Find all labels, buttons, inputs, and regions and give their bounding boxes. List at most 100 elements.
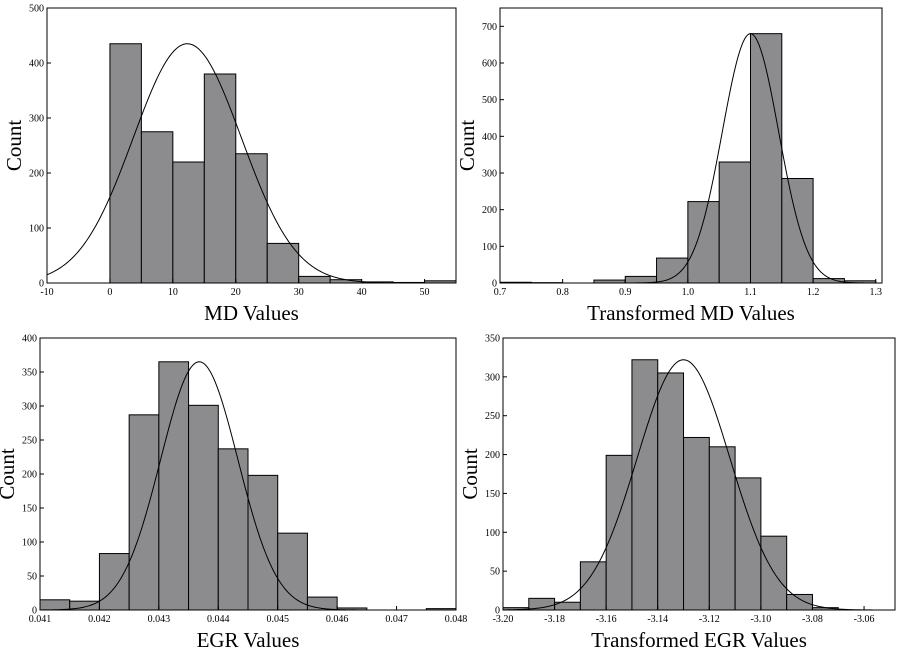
x-tick-label: 0.7 xyxy=(494,287,507,298)
y-tick-label: 350 xyxy=(22,368,37,379)
y-tick-label: 100 xyxy=(29,224,44,235)
y-tick-label: 100 xyxy=(482,242,497,253)
bar xyxy=(172,161,205,283)
x-tick-label: -10 xyxy=(40,287,53,298)
x-tick-label: 40 xyxy=(357,287,367,298)
plot-frame xyxy=(499,7,883,284)
y-tick-label: 50 xyxy=(27,572,37,583)
bar xyxy=(718,161,751,283)
y-tick-label: 100 xyxy=(22,538,37,549)
bar xyxy=(40,599,71,610)
y-tick-label: 100 xyxy=(485,528,500,539)
x-tick-label: -3.10 xyxy=(750,614,771,625)
bar xyxy=(235,153,268,283)
x-tick-label: 0 xyxy=(107,287,112,298)
x-tick-label: 0.8 xyxy=(556,287,569,298)
x-axis-label: Transformed MD Values xyxy=(587,301,795,325)
x-tick-label: 0.048 xyxy=(445,614,468,625)
y-tick-label: 250 xyxy=(485,411,500,422)
x-tick-label: 1.2 xyxy=(807,287,820,298)
x-tick-label: -3.06 xyxy=(854,614,875,625)
bar xyxy=(683,436,710,610)
bar xyxy=(98,553,130,610)
y-axis-label: Count xyxy=(0,448,19,500)
bar xyxy=(657,372,685,610)
bar xyxy=(605,454,633,610)
y-axis-label: Count xyxy=(2,120,26,172)
y-tick-label: 400 xyxy=(22,334,37,345)
y-axis-label: Count xyxy=(458,448,482,500)
fit-curve xyxy=(503,359,895,610)
bar xyxy=(579,561,607,610)
x-tick-label: -3.12 xyxy=(699,614,720,625)
bar xyxy=(217,448,249,610)
x-tick-label: 1.3 xyxy=(869,287,882,298)
y-axis-label: Count xyxy=(455,120,479,172)
x-tick-label: 0.046 xyxy=(326,614,349,625)
bar xyxy=(188,404,219,610)
bar xyxy=(781,178,814,283)
y-tick-label: 700 xyxy=(482,22,497,33)
y-tick-label: 0 xyxy=(39,279,44,290)
y-tick-label: 0 xyxy=(495,606,500,617)
x-tick-label: 1.1 xyxy=(744,287,757,298)
x-tick-label: 0.047 xyxy=(385,614,408,625)
y-tick-label: 200 xyxy=(482,205,497,216)
y-tick-label: 300 xyxy=(485,372,500,383)
bar xyxy=(734,477,762,610)
bar xyxy=(158,361,190,610)
bar xyxy=(631,359,659,610)
x-tick-label: -3.20 xyxy=(493,614,514,625)
bar xyxy=(109,43,142,283)
bar xyxy=(128,414,160,610)
bar xyxy=(203,73,237,283)
y-tick-label: 0 xyxy=(32,606,37,617)
x-tick-label: 0.045 xyxy=(266,614,289,625)
bar xyxy=(277,532,308,610)
x-tick-label: 50 xyxy=(420,287,430,298)
bar xyxy=(812,278,845,283)
bar xyxy=(247,474,279,610)
x-axis-label: EGR Values xyxy=(197,628,300,652)
y-tick-label: 400 xyxy=(29,59,44,70)
y-tick-label: 0 xyxy=(492,279,497,290)
x-tick-label: 0.9 xyxy=(619,287,632,298)
x-tick-label: 0.041 xyxy=(29,614,52,625)
bar xyxy=(708,446,736,610)
y-tick-label: 50 xyxy=(490,567,500,578)
y-tick-label: 400 xyxy=(482,132,497,143)
bar xyxy=(749,33,783,283)
y-tick-label: 250 xyxy=(22,436,37,447)
bar xyxy=(140,131,174,283)
x-axis-label: MD Values xyxy=(204,301,299,325)
x-tick-label: 10 xyxy=(168,287,178,298)
y-tick-label: 300 xyxy=(482,169,497,180)
fit-curve xyxy=(500,33,882,283)
bar xyxy=(687,201,720,283)
y-tick-label: 500 xyxy=(482,95,497,106)
x-tick-label: 0.042 xyxy=(88,614,111,625)
x-tick-label: 30 xyxy=(294,287,304,298)
x-tick-label: 0.044 xyxy=(207,614,230,625)
x-tick-label: -3.18 xyxy=(544,614,565,625)
y-tick-label: 300 xyxy=(29,114,44,125)
x-tick-label: -3.08 xyxy=(802,614,823,625)
y-tick-label: 300 xyxy=(22,402,37,413)
x-tick-label: -3.14 xyxy=(647,614,668,625)
bar xyxy=(298,275,331,283)
x-tick-label: 20 xyxy=(231,287,241,298)
y-tick-label: 350 xyxy=(485,334,500,345)
plot-frame xyxy=(46,7,457,284)
x-tick-label: 1.0 xyxy=(682,287,695,298)
y-tick-label: 200 xyxy=(29,169,44,180)
plot-frame xyxy=(502,337,896,611)
fit-curve xyxy=(40,361,456,610)
y-tick-label: 150 xyxy=(485,489,500,500)
bar xyxy=(786,593,813,610)
y-tick-label: 150 xyxy=(22,504,37,515)
y-tick-label: 200 xyxy=(485,450,500,461)
x-axis-label: Transformed EGR Values xyxy=(591,628,807,652)
y-tick-label: 600 xyxy=(482,59,497,70)
y-tick-label: 200 xyxy=(22,470,37,481)
